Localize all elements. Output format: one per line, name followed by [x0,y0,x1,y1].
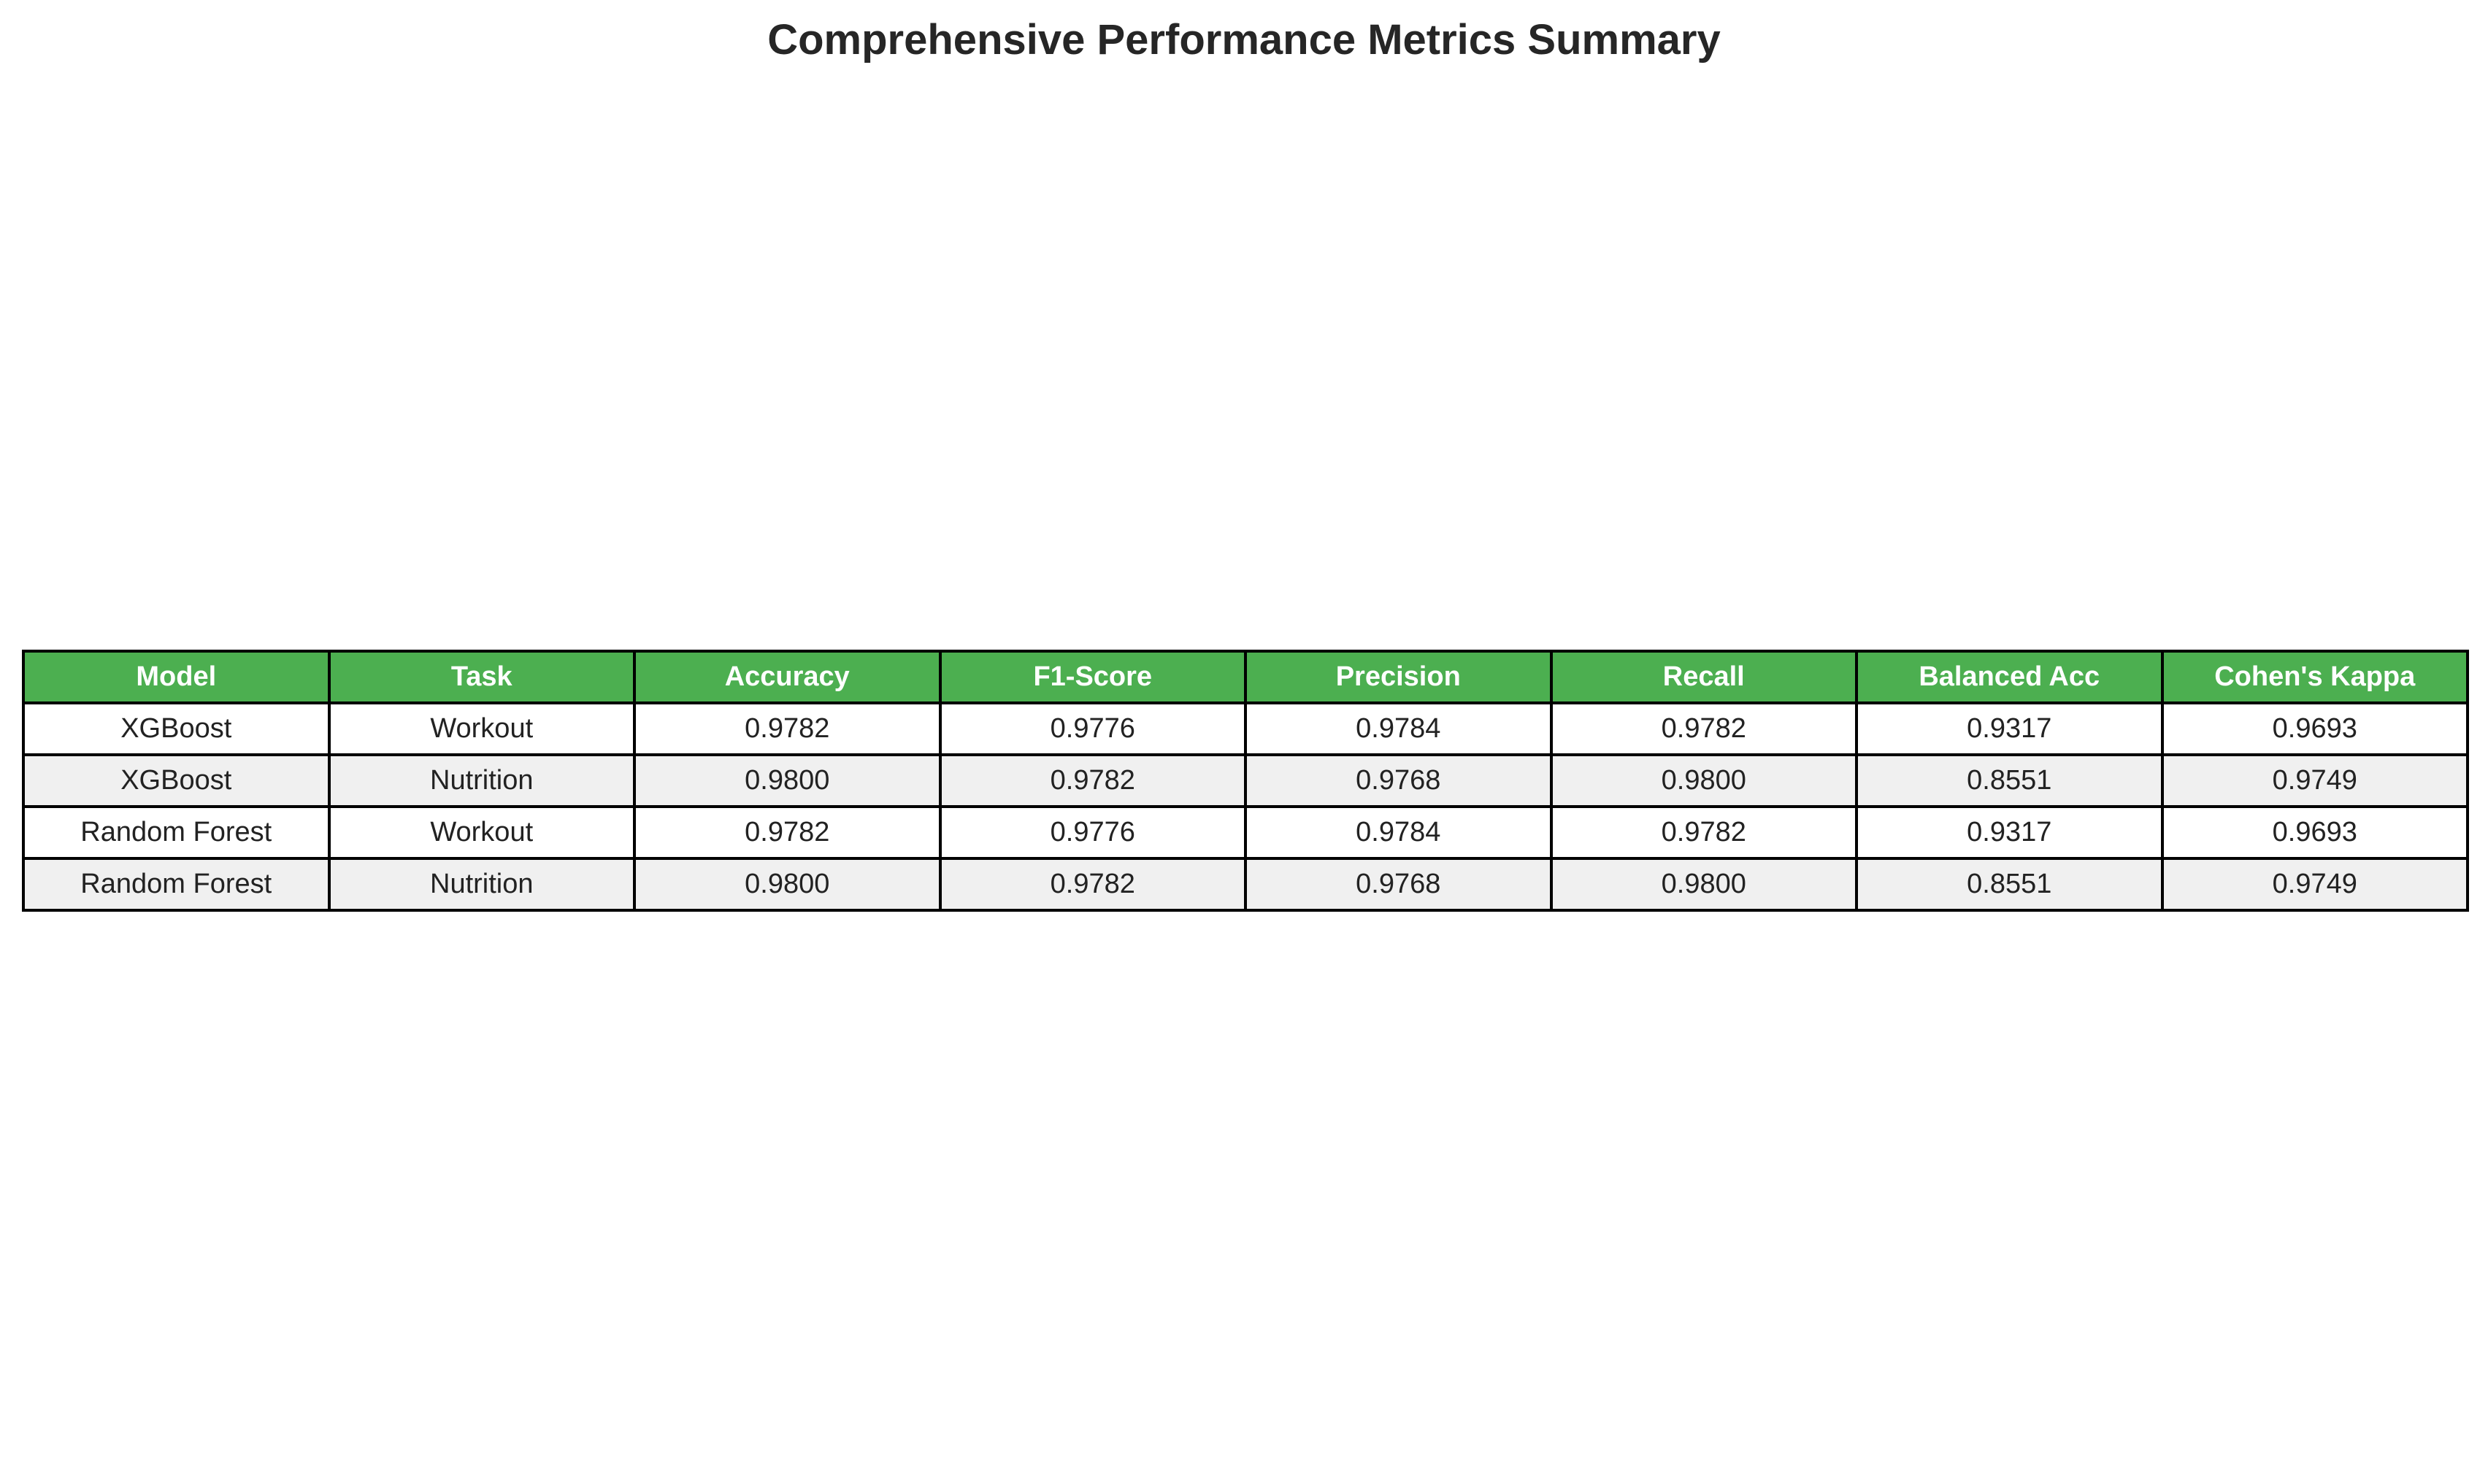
table-cell: 0.9782 [938,753,1247,808]
table-cell: 0.8551 [1855,857,2164,912]
table-cell: 0.8551 [1855,753,2164,808]
table-row: XGBoost Nutrition 0.9800 0.9782 0.9768 0… [22,753,2469,808]
table-cell: 0.9768 [1244,753,1553,808]
table-cell: 0.9784 [1244,805,1553,860]
table-cell: 0.9693 [2160,805,2469,860]
table-cell: 0.9782 [1549,805,1858,860]
column-header: Precision [1244,650,1553,704]
column-header: Cohen's Kappa [2160,650,2469,704]
table-header-row: Model Task Accuracy F1-Score Precision R… [22,650,2469,704]
table-cell: 0.9800 [633,857,942,912]
table-cell: 0.9749 [2160,857,2469,912]
table-cell: Nutrition [327,753,636,808]
table-cell: 0.9749 [2160,753,2469,808]
table-cell: 0.9776 [938,805,1247,860]
table-row: Random Forest Workout 0.9782 0.9776 0.97… [22,805,2469,860]
table-cell: 0.9317 [1855,701,2164,756]
table-cell: XGBoost [22,701,331,756]
column-header: Balanced Acc [1855,650,2164,704]
table-row: Random Forest Nutrition 0.9800 0.9782 0.… [22,857,2469,912]
table-cell: 0.9800 [1549,857,1858,912]
table-cell: Random Forest [22,805,331,860]
table-cell: 0.9782 [633,805,942,860]
table-cell: 0.9782 [633,701,942,756]
chart-title: Comprehensive Performance Metrics Summar… [767,16,1721,64]
table-cell: 0.9782 [938,857,1247,912]
table-cell: Workout [327,701,636,756]
table-cell: 0.9784 [1244,701,1553,756]
table-cell: 0.9800 [1549,753,1858,808]
metrics-table: Model Task Accuracy F1-Score Precision R… [22,650,2469,912]
column-header: Accuracy [633,650,942,704]
table-cell: 0.9317 [1855,805,2164,860]
column-header: Model [22,650,331,704]
column-header: F1-Score [938,650,1247,704]
table-cell: Workout [327,805,636,860]
table-cell: Random Forest [22,857,331,912]
table-cell: 0.9768 [1244,857,1553,912]
table-row: XGBoost Workout 0.9782 0.9776 0.9784 0.9… [22,701,2469,756]
table-cell: 0.9782 [1549,701,1858,756]
column-header: Task [327,650,636,704]
table-cell: XGBoost [22,753,331,808]
table-cell: 0.9693 [2160,701,2469,756]
table-cell: 0.9800 [633,753,942,808]
table-cell: Nutrition [327,857,636,912]
column-header: Recall [1549,650,1858,704]
table-cell: 0.9776 [938,701,1247,756]
